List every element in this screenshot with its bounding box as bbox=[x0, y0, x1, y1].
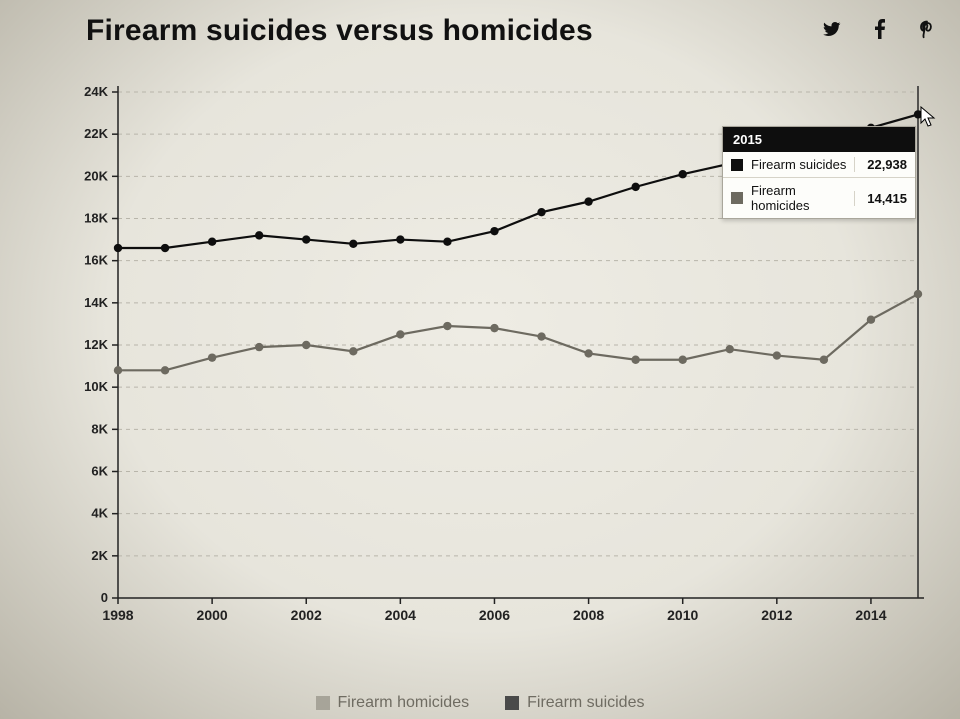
tooltip-series-label: Firearm homicides bbox=[751, 183, 854, 213]
series-point-homicides[interactable] bbox=[773, 351, 781, 359]
series-point-suicides[interactable] bbox=[631, 183, 639, 191]
y-tick-label: 0 bbox=[101, 590, 108, 605]
series-point-suicides[interactable] bbox=[537, 208, 545, 216]
y-tick-label: 4K bbox=[91, 506, 108, 521]
tooltip-row: Firearm suicides22,938 bbox=[723, 152, 915, 177]
series-point-suicides[interactable] bbox=[443, 237, 451, 245]
series-point-homicides[interactable] bbox=[349, 347, 357, 355]
tooltip-swatch bbox=[731, 192, 743, 204]
tooltip-title: 2015 bbox=[723, 127, 915, 152]
series-point-homicides[interactable] bbox=[443, 322, 451, 330]
y-tick-label: 8K bbox=[91, 421, 108, 436]
series-point-suicides[interactable] bbox=[114, 244, 122, 252]
y-tick-label: 2K bbox=[91, 548, 108, 563]
legend-label: Firearm homicides bbox=[338, 694, 470, 712]
series-point-suicides[interactable] bbox=[255, 231, 263, 239]
legend-swatch bbox=[316, 696, 330, 710]
legend-item[interactable]: Firearm suicides bbox=[505, 694, 644, 712]
y-tick-label: 18K bbox=[84, 211, 108, 226]
series-point-homicides[interactable] bbox=[396, 330, 404, 338]
series-point-homicides[interactable] bbox=[867, 316, 875, 324]
y-tick-label: 16K bbox=[84, 253, 108, 268]
hover-tooltip: 2015 Firearm suicides22,938Firearm homic… bbox=[722, 126, 916, 219]
series-point-homicides[interactable] bbox=[584, 349, 592, 357]
tooltip-series-value: 22,938 bbox=[854, 157, 907, 172]
series-point-homicides[interactable] bbox=[679, 356, 687, 364]
series-point-homicides[interactable] bbox=[208, 353, 216, 361]
x-tick-label: 2010 bbox=[667, 607, 698, 623]
share-icons bbox=[822, 18, 936, 40]
series-point-suicides[interactable] bbox=[302, 235, 310, 243]
y-tick-label: 14K bbox=[84, 295, 108, 310]
y-tick-label: 22K bbox=[84, 126, 108, 141]
legend-swatch bbox=[505, 696, 519, 710]
series-point-homicides[interactable] bbox=[631, 356, 639, 364]
chart-legend: Firearm homicides Firearm suicides bbox=[0, 694, 960, 715]
series-point-homicides[interactable] bbox=[490, 324, 498, 332]
y-tick-label: 6K bbox=[91, 464, 108, 479]
series-point-suicides[interactable] bbox=[349, 240, 357, 248]
series-point-homicides[interactable] bbox=[161, 366, 169, 374]
chart-title: Firearm suicides versus homicides bbox=[86, 14, 593, 48]
series-point-homicides[interactable] bbox=[914, 290, 922, 298]
x-tick-label: 2000 bbox=[197, 607, 228, 623]
series-point-suicides[interactable] bbox=[679, 170, 687, 178]
legend-item[interactable]: Firearm homicides bbox=[316, 694, 470, 712]
series-point-suicides[interactable] bbox=[396, 235, 404, 243]
x-tick-label: 2006 bbox=[479, 607, 510, 623]
y-tick-label: 10K bbox=[84, 379, 108, 394]
series-point-homicides[interactable] bbox=[302, 341, 310, 349]
tooltip-series-value: 14,415 bbox=[854, 191, 907, 206]
series-point-homicides[interactable] bbox=[255, 343, 263, 351]
series-line-homicides bbox=[118, 294, 918, 370]
tooltip-series-label: Firearm suicides bbox=[751, 157, 854, 172]
twitter-icon[interactable] bbox=[822, 20, 842, 38]
series-point-suicides[interactable] bbox=[584, 197, 592, 205]
y-tick-label: 12K bbox=[84, 337, 108, 352]
series-point-homicides[interactable] bbox=[537, 332, 545, 340]
x-tick-label: 2004 bbox=[385, 607, 416, 623]
series-point-homicides[interactable] bbox=[820, 356, 828, 364]
series-point-suicides[interactable] bbox=[490, 227, 498, 235]
legend-label: Firearm suicides bbox=[527, 694, 644, 712]
series-point-suicides[interactable] bbox=[161, 244, 169, 252]
series-point-homicides[interactable] bbox=[114, 366, 122, 374]
x-tick-label: 2008 bbox=[573, 607, 604, 623]
tooltip-swatch bbox=[731, 159, 743, 171]
tooltip-row: Firearm homicides14,415 bbox=[723, 177, 915, 218]
x-tick-label: 2014 bbox=[855, 607, 886, 623]
x-tick-label: 2002 bbox=[291, 607, 322, 623]
series-point-suicides[interactable] bbox=[914, 110, 922, 118]
series-point-suicides[interactable] bbox=[208, 237, 216, 245]
series-point-homicides[interactable] bbox=[726, 345, 734, 353]
y-tick-label: 20K bbox=[84, 168, 108, 183]
pinterest-icon[interactable] bbox=[918, 18, 936, 40]
facebook-icon[interactable] bbox=[874, 19, 886, 39]
y-tick-label: 24K bbox=[84, 84, 108, 99]
x-tick-label: 1998 bbox=[102, 607, 133, 623]
chart-area: 0 2K 4K 6K 8K 10K 12K 14K 16K 18K 20K 22K 24K 1998 200… bbox=[52, 74, 932, 634]
x-tick-label: 2012 bbox=[761, 607, 792, 623]
